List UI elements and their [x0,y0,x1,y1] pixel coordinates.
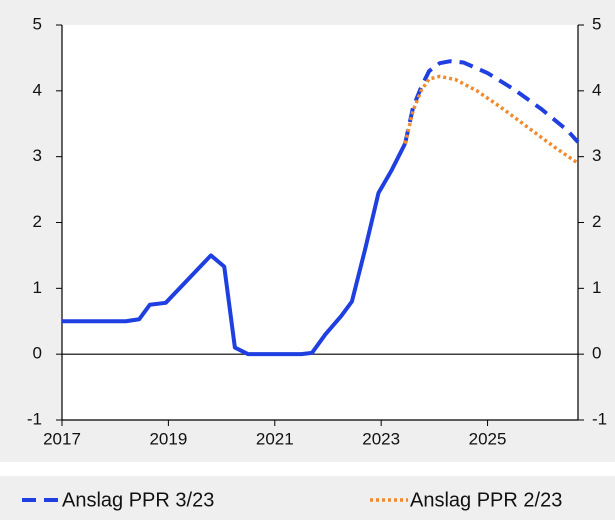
x-tick-label: 2021 [256,429,294,448]
series-line [62,142,407,357]
legend-background [0,476,615,520]
y2-tick-label: -1 [592,409,607,428]
y2-tick-label: 0 [592,344,601,363]
y2-tick-label: 5 [592,14,601,33]
legend-label: Anslag PPR 3/23 [62,489,214,511]
plot-area [62,25,578,420]
x-tick-label: 2023 [362,429,400,448]
plot: -1 -1 0 0 1 1 2 2 3 3 4 4 5 5 2017 2019 2021 2023 2025 [27,14,607,448]
x-tick-label: 2019 [149,429,187,448]
y-tick-label: 3 [33,146,42,165]
y2-tick-label: 3 [592,146,601,165]
x-tick-label: 2025 [469,429,507,448]
y-tick-label: -1 [27,409,42,428]
y-tick-label: 4 [33,80,42,99]
y-tick-label: 2 [33,212,42,231]
y2-tick-label: 2 [592,212,601,231]
y-tick-label: 1 [33,278,42,297]
y-tick-label: 5 [33,14,42,33]
series-line [403,74,579,165]
y-tick-label: 0 [33,344,42,363]
x-tick-label: 2017 [43,429,81,448]
legend: Anslag PPR 3/23 Anslag PPR 2/23 [22,489,562,511]
y2-tick-label: 4 [592,80,601,99]
legend-label: Anslag PPR 2/23 [410,489,562,511]
y2-tick-label: 1 [592,278,601,297]
